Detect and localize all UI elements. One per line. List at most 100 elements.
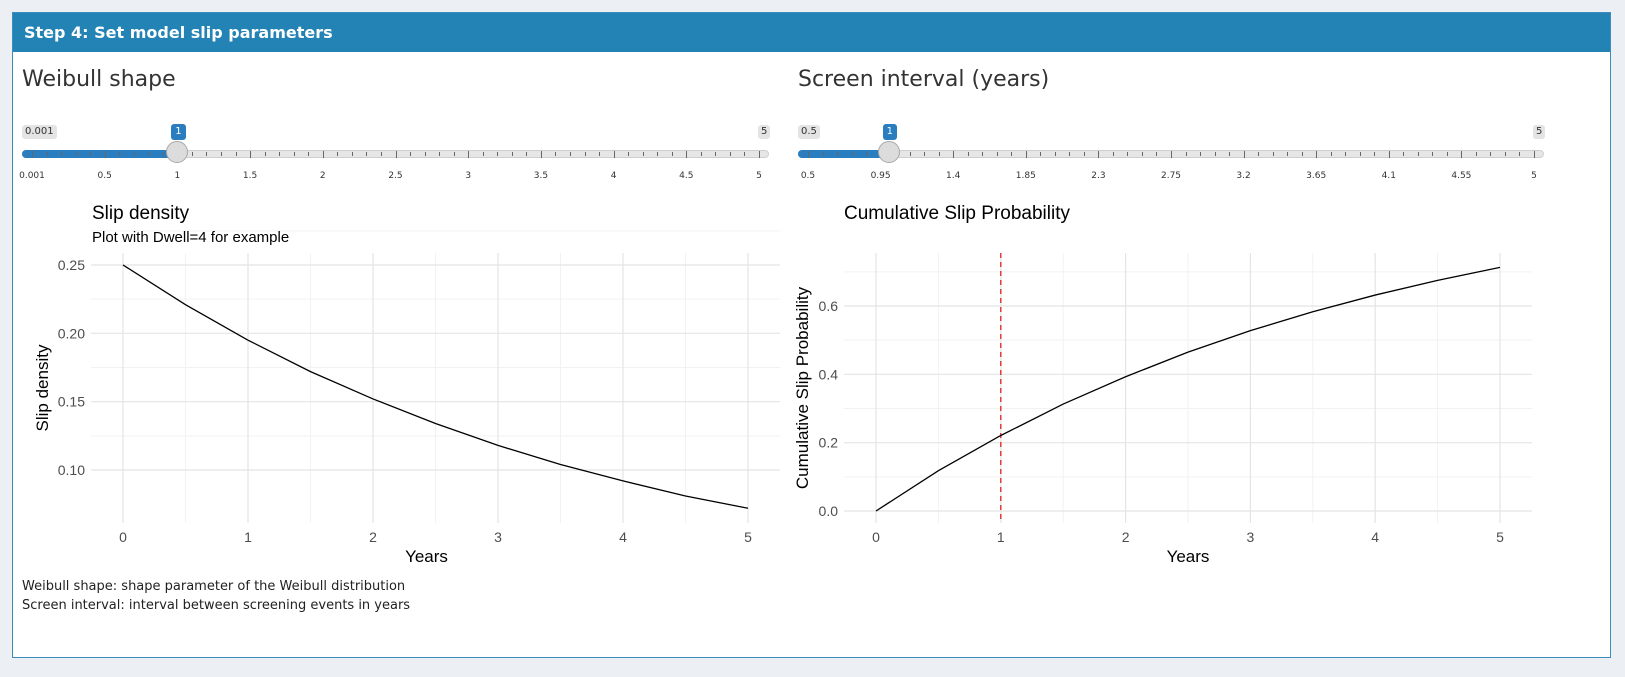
weibull-slider-minor-tick bbox=[133, 152, 135, 156]
interval-slider-minor-tick bbox=[1011, 152, 1013, 156]
interval-slider-minor-tick bbox=[1127, 152, 1129, 156]
weibull-slider-minor-tick bbox=[642, 152, 644, 156]
weibull-slider-tick bbox=[250, 151, 252, 158]
interval-slider-minor-tick bbox=[1490, 152, 1492, 156]
weibull-slider-tick bbox=[759, 151, 760, 158]
interval-slider-minor-tick bbox=[1200, 152, 1202, 156]
y-tick-label: 0.25 bbox=[58, 257, 85, 273]
interval-slider-handle[interactable] bbox=[877, 141, 900, 163]
interval-slider-minor-tick bbox=[982, 152, 984, 156]
y-tick-label: 0.2 bbox=[819, 435, 839, 451]
weibull-slider-tick-label: 0.5 bbox=[97, 171, 112, 181]
interval-slider-tick-label: 0.5 bbox=[800, 171, 816, 181]
interval-slider-minor-tick bbox=[1185, 152, 1187, 156]
weibull-slider-tick-label: 2 bbox=[319, 171, 326, 181]
interval-slider-minor-tick bbox=[1040, 152, 1042, 156]
interval-slider-minor-tick bbox=[837, 152, 839, 156]
interval-slider-minor-tick bbox=[924, 152, 926, 156]
weibull-slider-minor-tick bbox=[715, 152, 717, 156]
interval-slider-minor-tick bbox=[1403, 152, 1405, 156]
weibull-slider-minor-tick bbox=[700, 152, 702, 156]
weibull-slider-minor-tick bbox=[628, 152, 630, 156]
x-tick-label: 5 bbox=[1496, 529, 1504, 545]
y-tick-label: 0.10 bbox=[58, 462, 85, 478]
x-tick-label: 4 bbox=[619, 529, 627, 545]
weibull-slider-tick-label: 4 bbox=[610, 171, 617, 181]
weibull-slider-tick-label: 0.001 bbox=[19, 171, 45, 181]
weibull-slider-minor-tick bbox=[497, 152, 499, 156]
interval-slider-minor-tick bbox=[1374, 152, 1376, 156]
weibull-slider-minor-tick bbox=[410, 152, 412, 156]
interval-slider-minor-tick bbox=[1214, 152, 1216, 156]
weibull-slider-minor-tick bbox=[584, 152, 586, 156]
weibull-slider-handle[interactable] bbox=[166, 141, 189, 163]
interval-slider-tick-label: 4.55 bbox=[1451, 171, 1472, 181]
interval-slider-tick bbox=[1461, 151, 1463, 158]
weibull-shape-label: Weibull shape bbox=[22, 67, 176, 92]
weibull-slider-minor-tick bbox=[308, 152, 310, 156]
y-tick-label: 0.4 bbox=[819, 366, 839, 382]
x-tick-label: 2 bbox=[1122, 529, 1130, 545]
interval-slider-minor-tick bbox=[1272, 152, 1274, 156]
interval-slider-tick-label: 5 bbox=[1531, 171, 1537, 181]
interval-slider-minor-tick bbox=[866, 152, 868, 156]
weibull-slider-value-badge: 1 bbox=[171, 124, 186, 140]
interval-slider-minor-tick bbox=[1330, 152, 1332, 156]
y-axis-label: Slip density bbox=[33, 344, 52, 431]
x-tick-label: 3 bbox=[1247, 529, 1255, 545]
interval-slider-minor-tick bbox=[1069, 152, 1071, 156]
x-tick-label: 2 bbox=[369, 529, 377, 545]
interval-slider-minor-tick bbox=[1287, 152, 1289, 156]
interval-slider-minor-tick bbox=[1504, 152, 1506, 156]
x-tick-label: 1 bbox=[244, 529, 252, 545]
weibull-slider-minor-tick bbox=[162, 152, 164, 156]
interval-slider-tick bbox=[1098, 151, 1100, 158]
footnote-weibull: Weibull shape: shape parameter of the We… bbox=[22, 579, 406, 594]
weibull-slider-minor-tick bbox=[148, 152, 150, 156]
weibull-slider-tick-label: 2.5 bbox=[388, 171, 403, 181]
interval-slider-minor-tick bbox=[967, 152, 969, 156]
interval-slider-minor-tick bbox=[1475, 152, 1477, 156]
x-tick-label: 3 bbox=[494, 529, 502, 545]
interval-slider-tick-label: 0.95 bbox=[870, 171, 891, 181]
x-tick-label: 0 bbox=[872, 529, 880, 545]
panel-header: Step 4: Set model slip parameters bbox=[13, 13, 1610, 52]
weibull-slider-minor-tick bbox=[439, 152, 441, 156]
interval-slider-minor-tick bbox=[1054, 152, 1056, 156]
interval-slider-minor-tick bbox=[1112, 152, 1114, 156]
weibull-slider-tick bbox=[686, 151, 688, 158]
interval-slider-minor-tick bbox=[909, 152, 911, 156]
x-tick-label: 4 bbox=[1371, 529, 1379, 545]
x-axis-label: Years bbox=[405, 547, 448, 566]
interval-slider-minor-tick bbox=[1432, 152, 1434, 156]
interval-slider-tick bbox=[1243, 151, 1245, 158]
interval-slider-minor-tick bbox=[996, 152, 998, 156]
y-axis-label: Cumulative Slip Probability bbox=[793, 286, 812, 489]
weibull-slider-tick bbox=[468, 151, 470, 158]
interval-slider-minor-tick bbox=[822, 152, 824, 156]
x-tick-label: 0 bbox=[119, 529, 127, 545]
interval-slider-tick-label: 4.1 bbox=[1381, 171, 1396, 181]
interval-slider-minor-tick bbox=[1519, 152, 1521, 156]
weibull-slider-minor-tick bbox=[75, 152, 77, 156]
interval-slider-tick bbox=[1025, 151, 1027, 158]
weibull-slider-tick-label: 5 bbox=[756, 171, 762, 181]
cumulative-slip-chart: 0 1 2 3 4 5 0.0 0.2 0.4 0.6 Cumulative Slip Probab… bbox=[793, 205, 1532, 566]
y-tick-label: 0.0 bbox=[819, 503, 839, 519]
weibull-slider-tick bbox=[32, 151, 33, 158]
weibull-slider-tick bbox=[395, 151, 397, 158]
y-tick-label: 0.15 bbox=[58, 394, 85, 410]
interval-slider-minor-tick bbox=[1417, 152, 1419, 156]
weibull-slider-minor-tick bbox=[511, 152, 513, 156]
weibull-slider-minor-tick bbox=[90, 152, 92, 156]
interval-slider-tick-label: 2.75 bbox=[1160, 171, 1182, 181]
weibull-slider-minor-tick bbox=[264, 152, 266, 156]
weibull-slider-tick bbox=[613, 151, 615, 158]
y-tick-label: 0.6 bbox=[819, 298, 839, 314]
weibull-slider-tick-label: 4.5 bbox=[679, 171, 694, 181]
interval-slider-tick bbox=[1171, 151, 1172, 158]
weibull-slider-minor-tick bbox=[366, 152, 368, 156]
weibull-slider-tick-label: 3.5 bbox=[533, 171, 549, 181]
weibull-slider-minor-tick bbox=[191, 152, 193, 156]
interval-slider-minor-tick bbox=[1156, 152, 1158, 156]
